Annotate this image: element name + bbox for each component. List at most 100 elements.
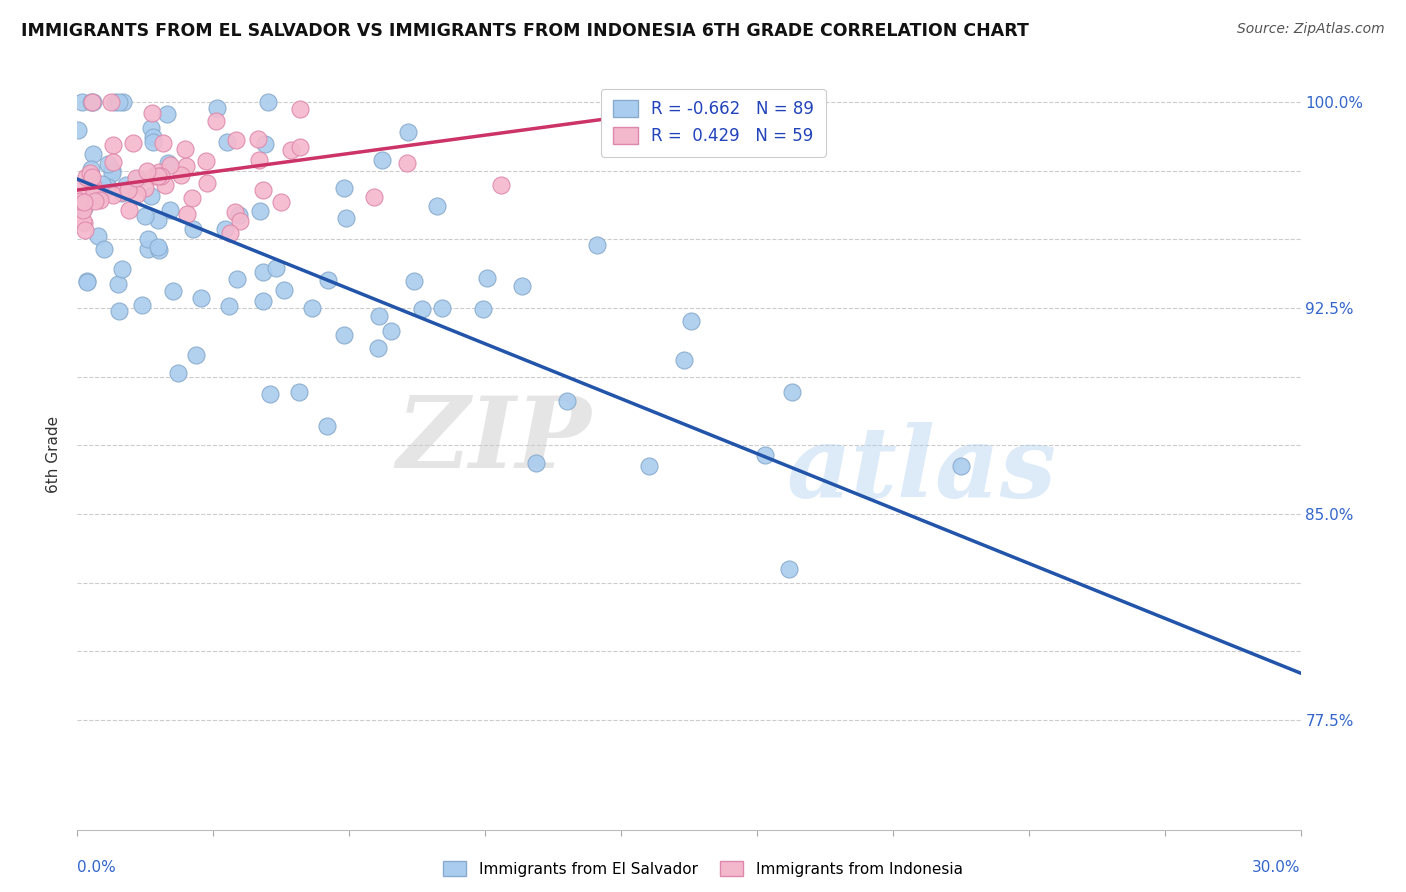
- Point: [368, 310, 391, 324]
- Point: [426, 199, 449, 213]
- Point: [780, 384, 803, 399]
- Point: [80, 170, 103, 185]
- Point: [73, 223, 96, 237]
- Point: [141, 189, 163, 203]
- Point: [159, 158, 181, 172]
- Point: [156, 156, 179, 170]
- Point: [430, 301, 453, 316]
- Point: [404, 274, 426, 288]
- Point: [127, 172, 149, 186]
- Point: [142, 130, 165, 145]
- Point: [280, 144, 302, 158]
- Point: [87, 189, 110, 203]
- Point: [73, 216, 96, 230]
- Point: [118, 202, 141, 217]
- Point: [224, 204, 246, 219]
- Point: [134, 209, 156, 223]
- Point: [127, 187, 149, 202]
- Point: [266, 260, 288, 275]
- Point: [150, 169, 173, 183]
- Point: [101, 188, 124, 202]
- Point: [672, 353, 695, 368]
- Point: [141, 106, 163, 120]
- Point: [181, 221, 204, 235]
- Point: [679, 314, 702, 328]
- Point: [87, 228, 110, 243]
- Legend: R = -0.662   N = 89, R =  0.429   N = 59: R = -0.662 N = 89, R = 0.429 N = 59: [602, 88, 825, 157]
- Text: atlas: atlas: [787, 422, 1057, 518]
- Point: [471, 301, 494, 316]
- Point: [174, 143, 197, 157]
- Point: [76, 274, 98, 288]
- Point: [252, 183, 274, 197]
- Point: [121, 136, 143, 151]
- Point: [91, 177, 114, 191]
- Point: [586, 238, 609, 252]
- Point: [72, 214, 94, 228]
- Point: [69, 194, 91, 208]
- Point: [107, 304, 129, 318]
- Point: [146, 240, 169, 254]
- Point: [131, 298, 153, 312]
- Point: [84, 194, 107, 208]
- Point: [214, 221, 236, 235]
- Point: [555, 394, 578, 409]
- Point: [142, 135, 165, 149]
- Point: [153, 178, 176, 192]
- Point: [363, 190, 385, 204]
- Point: [252, 265, 274, 279]
- Point: [82, 95, 104, 110]
- Point: [225, 133, 247, 147]
- Legend: Immigrants from El Salvador, Immigrants from Indonesia: Immigrants from El Salvador, Immigrants …: [436, 853, 970, 884]
- Point: [136, 242, 159, 256]
- Point: [166, 366, 188, 380]
- Point: [70, 95, 93, 110]
- Point: [100, 95, 122, 110]
- Point: [79, 166, 101, 180]
- Point: [72, 198, 94, 212]
- Point: [195, 153, 218, 168]
- Point: [83, 184, 105, 198]
- Point: [89, 193, 111, 207]
- Point: [218, 299, 240, 313]
- Point: [252, 293, 274, 308]
- Point: [162, 285, 184, 299]
- Point: [225, 272, 247, 286]
- Point: [111, 261, 134, 276]
- Text: ZIP: ZIP: [396, 392, 591, 488]
- Point: [111, 186, 134, 200]
- Point: [70, 181, 93, 195]
- Point: [380, 325, 402, 339]
- Text: 30.0%: 30.0%: [1253, 860, 1301, 875]
- Point: [229, 214, 252, 228]
- Point: [190, 291, 212, 305]
- Point: [152, 136, 174, 150]
- Point: [84, 181, 107, 195]
- Point: [333, 327, 356, 342]
- Point: [111, 186, 134, 200]
- Point: [510, 278, 533, 293]
- Point: [82, 147, 104, 161]
- Text: IMMIGRANTS FROM EL SALVADOR VS IMMIGRANTS FROM INDONESIA 6TH GRADE CORRELATION C: IMMIGRANTS FROM EL SALVADOR VS IMMIGRANT…: [21, 22, 1029, 40]
- Point: [195, 176, 218, 190]
- Point: [318, 273, 340, 287]
- Point: [148, 243, 170, 257]
- Point: [111, 95, 134, 110]
- Point: [174, 159, 197, 173]
- Point: [249, 203, 271, 218]
- Point: [301, 301, 323, 315]
- Point: [259, 387, 281, 401]
- Point: [159, 203, 181, 218]
- Point: [257, 95, 280, 110]
- Text: 0.0%: 0.0%: [77, 860, 117, 875]
- Point: [335, 211, 357, 225]
- Point: [97, 180, 120, 194]
- Point: [146, 169, 169, 183]
- Point: [72, 203, 94, 218]
- Point: [134, 181, 156, 195]
- Point: [526, 456, 548, 470]
- Point: [97, 157, 120, 171]
- Point: [104, 95, 127, 110]
- Point: [219, 227, 242, 241]
- Point: [82, 179, 104, 194]
